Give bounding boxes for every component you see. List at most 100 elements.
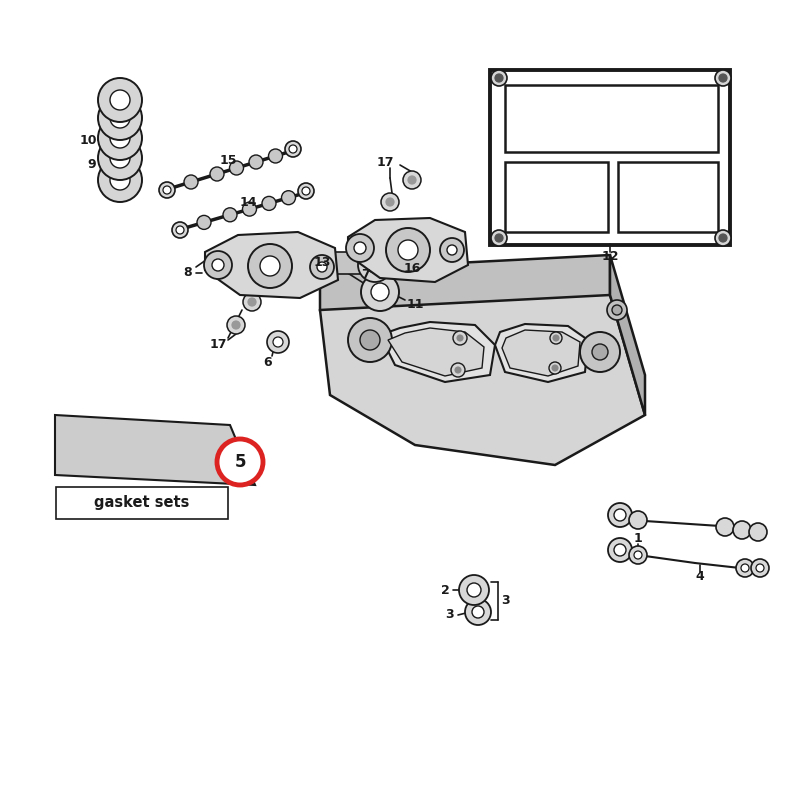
Text: 2: 2 (441, 583, 450, 597)
Circle shape (614, 544, 626, 556)
Circle shape (467, 583, 481, 597)
Circle shape (361, 273, 399, 311)
Polygon shape (505, 85, 718, 152)
Polygon shape (610, 255, 645, 415)
Polygon shape (502, 330, 580, 376)
Circle shape (210, 167, 224, 181)
Polygon shape (380, 322, 495, 382)
Text: 11: 11 (406, 298, 424, 310)
Circle shape (386, 198, 394, 206)
Circle shape (719, 74, 727, 82)
Circle shape (629, 511, 647, 529)
Circle shape (550, 332, 562, 344)
Text: 5: 5 (234, 453, 246, 471)
Circle shape (262, 196, 276, 210)
Circle shape (455, 367, 461, 373)
Circle shape (715, 70, 731, 86)
Circle shape (248, 298, 256, 306)
Text: 15: 15 (219, 154, 237, 166)
Circle shape (260, 256, 280, 276)
Circle shape (360, 330, 380, 350)
FancyBboxPatch shape (56, 487, 228, 519)
Circle shape (230, 161, 243, 175)
Circle shape (741, 564, 749, 572)
Circle shape (98, 96, 142, 140)
Circle shape (110, 148, 130, 168)
Text: 3: 3 (446, 609, 454, 622)
Circle shape (552, 365, 558, 371)
Circle shape (716, 518, 734, 536)
Circle shape (453, 331, 467, 345)
Circle shape (592, 344, 608, 360)
Text: 14: 14 (239, 195, 257, 209)
Circle shape (98, 136, 142, 180)
Circle shape (298, 183, 314, 199)
Text: 13: 13 (314, 255, 330, 269)
Circle shape (491, 70, 507, 86)
Text: 8: 8 (184, 266, 192, 279)
Circle shape (282, 190, 295, 205)
Circle shape (634, 551, 642, 559)
Circle shape (204, 251, 232, 279)
Circle shape (403, 171, 421, 189)
Text: 3: 3 (502, 594, 510, 606)
Polygon shape (348, 218, 468, 282)
Circle shape (749, 523, 767, 541)
Circle shape (354, 242, 366, 254)
Polygon shape (320, 252, 360, 274)
Circle shape (110, 128, 130, 148)
Circle shape (273, 337, 283, 347)
Text: 4: 4 (696, 570, 704, 583)
Text: 7: 7 (361, 267, 370, 281)
Text: 12: 12 (602, 250, 618, 263)
Circle shape (549, 362, 561, 374)
Circle shape (176, 226, 184, 234)
Circle shape (346, 234, 374, 262)
Circle shape (223, 208, 237, 222)
Circle shape (110, 108, 130, 128)
Circle shape (472, 606, 484, 618)
Circle shape (248, 244, 292, 288)
Circle shape (457, 335, 463, 341)
Circle shape (495, 234, 503, 242)
Polygon shape (320, 270, 645, 465)
Circle shape (289, 145, 297, 153)
Circle shape (217, 439, 263, 485)
Circle shape (751, 559, 769, 577)
Circle shape (398, 240, 418, 260)
Polygon shape (205, 232, 338, 298)
Circle shape (608, 538, 632, 562)
Circle shape (447, 245, 457, 255)
Text: gasket sets: gasket sets (94, 495, 190, 510)
Circle shape (267, 331, 289, 353)
Circle shape (98, 116, 142, 160)
Circle shape (163, 186, 171, 194)
Circle shape (310, 255, 334, 279)
Polygon shape (505, 162, 608, 232)
Circle shape (302, 187, 310, 195)
Circle shape (212, 259, 224, 271)
Circle shape (736, 559, 754, 577)
Circle shape (249, 155, 263, 169)
Circle shape (232, 321, 240, 329)
Circle shape (98, 78, 142, 122)
Circle shape (243, 293, 261, 311)
Circle shape (440, 238, 464, 262)
Circle shape (719, 234, 727, 242)
Circle shape (408, 176, 416, 184)
Circle shape (733, 521, 751, 539)
Circle shape (381, 193, 399, 211)
Circle shape (715, 230, 731, 246)
Polygon shape (618, 162, 718, 232)
Circle shape (197, 215, 211, 230)
Text: 6: 6 (264, 355, 272, 369)
Circle shape (159, 182, 175, 198)
Circle shape (386, 228, 430, 272)
Circle shape (451, 363, 465, 377)
Text: 9: 9 (88, 158, 96, 171)
Circle shape (110, 170, 130, 190)
Circle shape (371, 283, 389, 301)
Circle shape (269, 149, 282, 163)
Circle shape (285, 141, 301, 157)
Circle shape (607, 300, 627, 320)
